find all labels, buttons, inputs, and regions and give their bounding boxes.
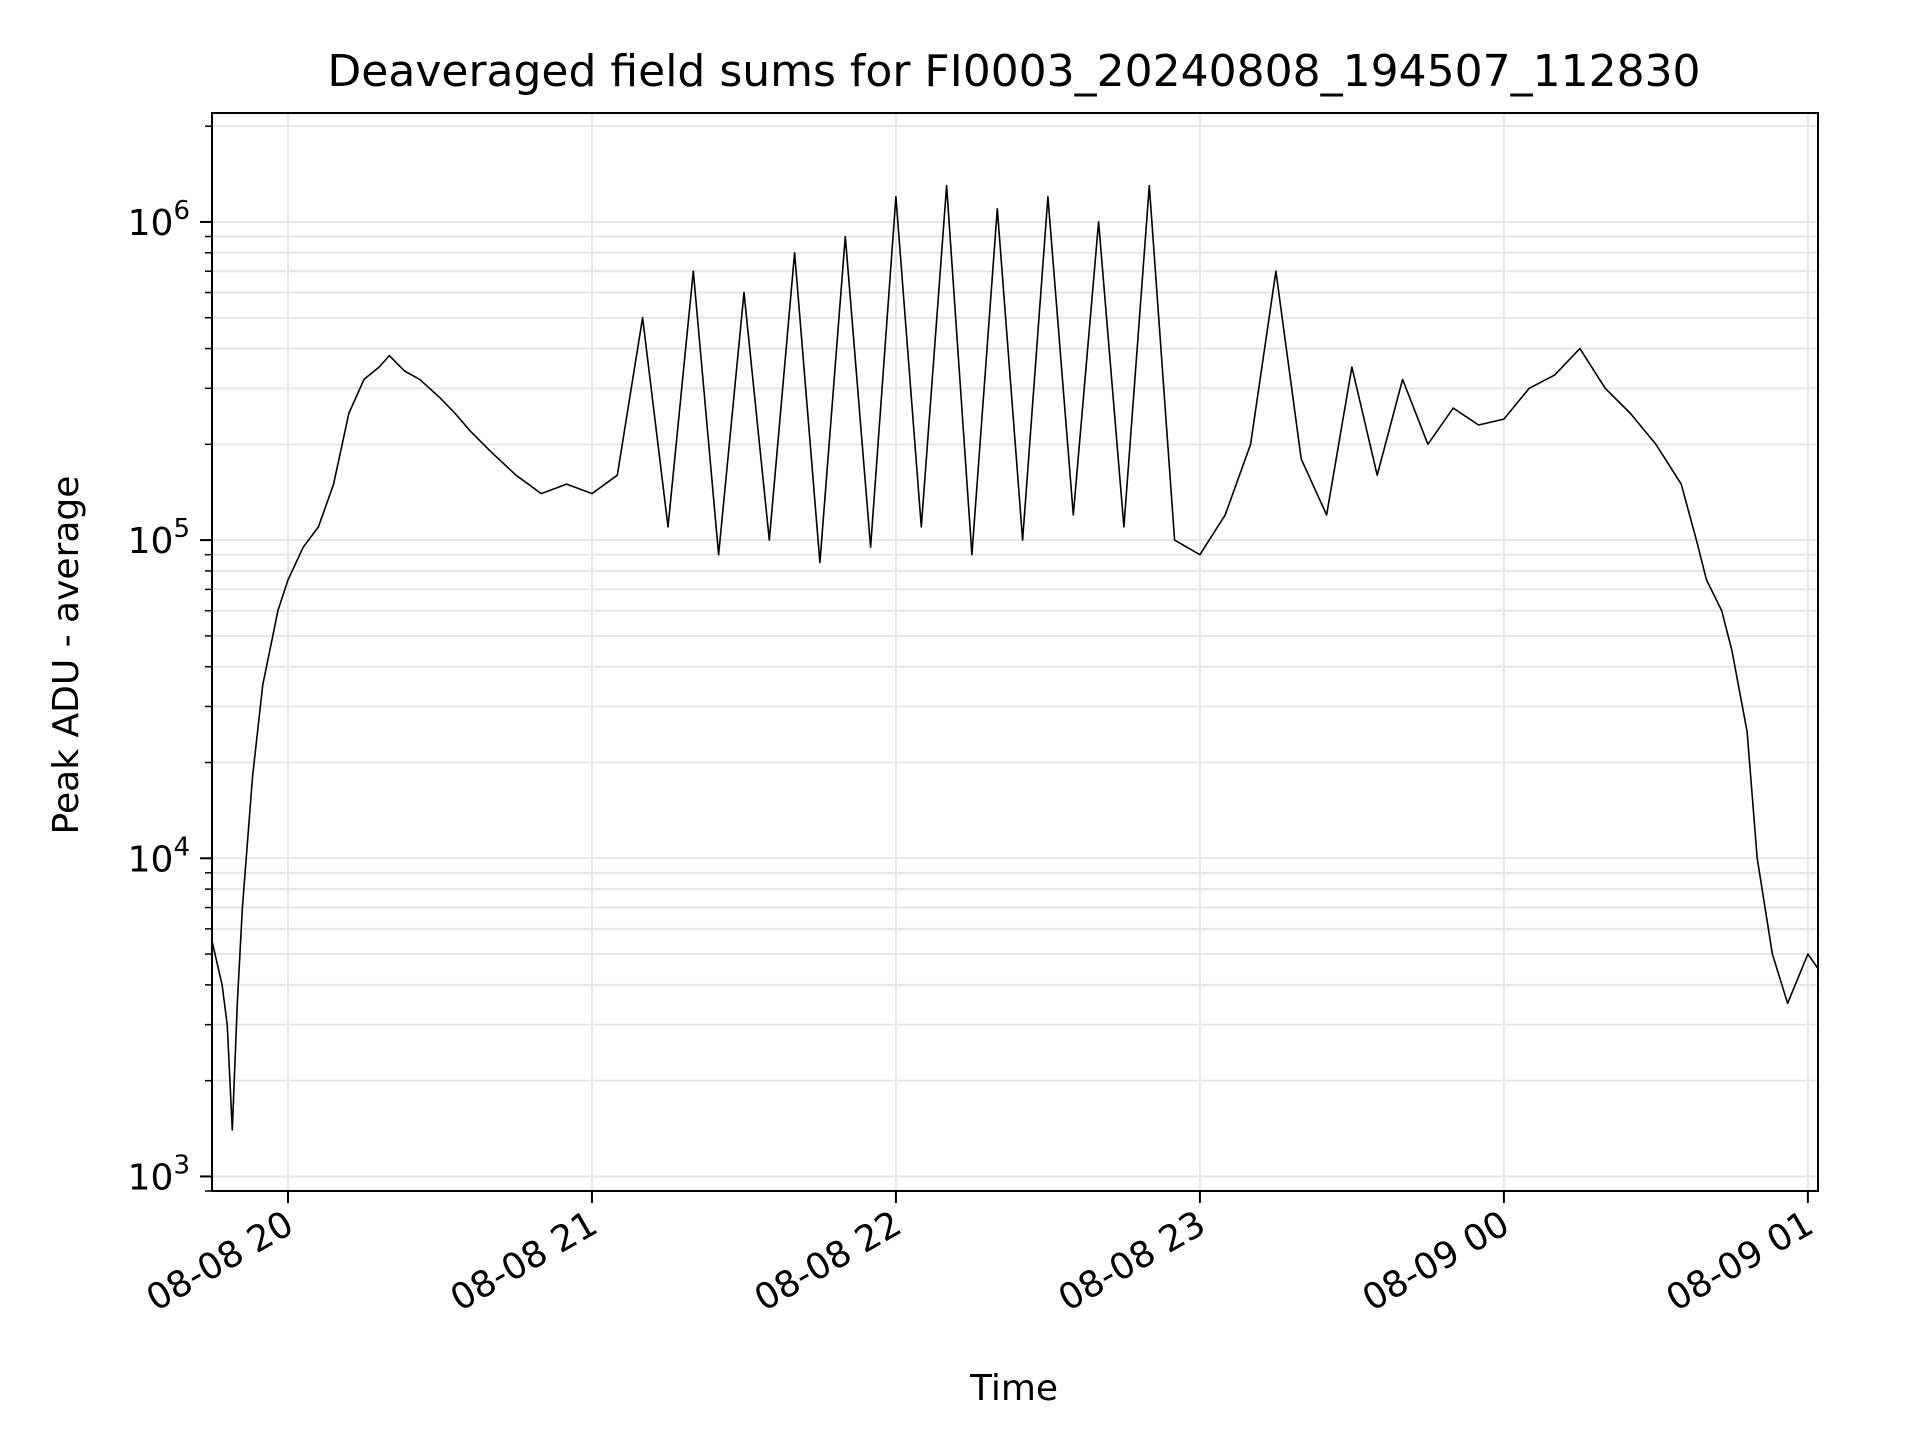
x-axis-label: Time [969, 1368, 1058, 1409]
chart-title: Deaveraged field sums for FI0003_2024080… [327, 46, 1700, 97]
y-axis: 103 104 105 106 [128, 125, 212, 1198]
y-tick-label: 104 [128, 832, 190, 880]
y-axis-label: Peak ADU - average [46, 476, 87, 835]
grid-lines [212, 113, 1818, 1192]
plot-frame [211, 112, 1819, 1192]
y-tick-label: 103 [128, 1150, 190, 1198]
y-tick-label: 105 [128, 514, 190, 562]
series-line-0 [211, 184, 1819, 1131]
y-tick-label: 106 [128, 196, 190, 244]
series-layer [211, 184, 1819, 1131]
